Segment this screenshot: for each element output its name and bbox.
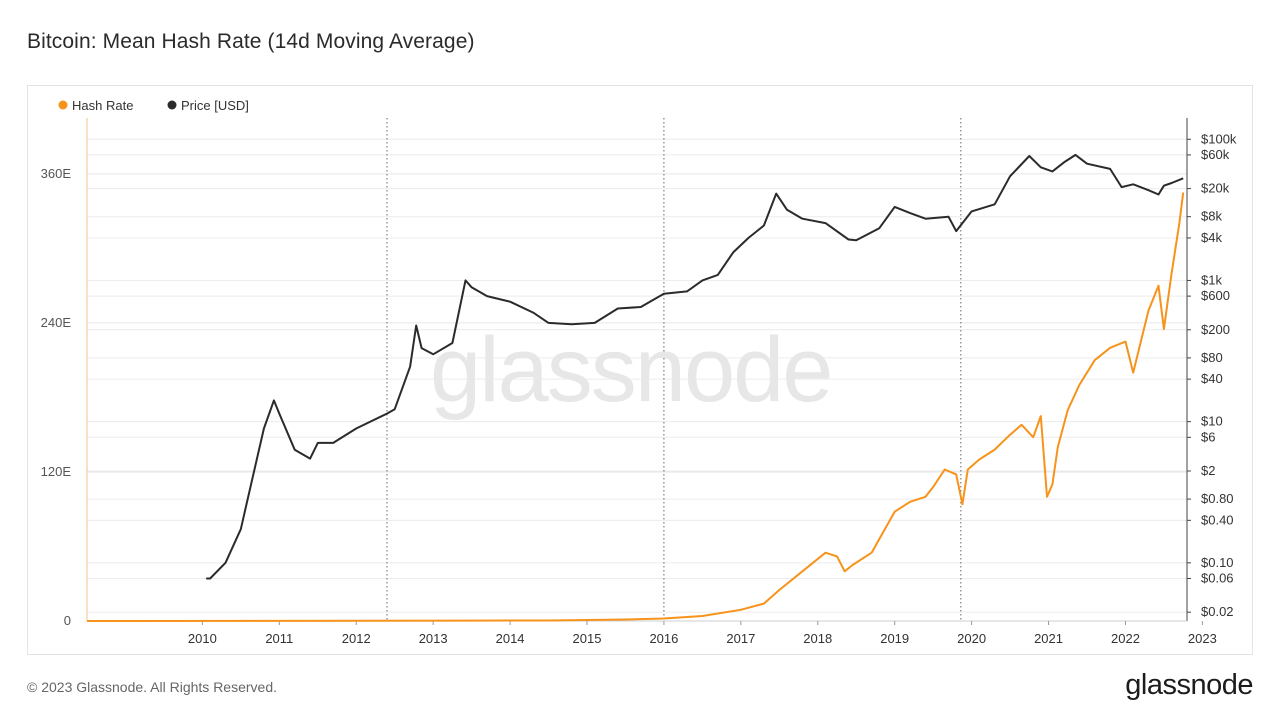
right-axis-label: $0.10 [1201, 555, 1234, 570]
right-axis-label: $0.80 [1201, 491, 1234, 506]
chart-title: Bitcoin: Mean Hash Rate (14d Moving Aver… [27, 30, 475, 53]
axes: $0.02 $0.06$0.10 $0.40 $0.80 $2 $6$10 $40 $80 $2… [41, 118, 1237, 646]
x-axis-label: 2015 [573, 631, 602, 646]
right-axis-label: $600 [1201, 288, 1230, 303]
x-axis-label: 2010 [188, 631, 217, 646]
x-axis-label: 2018 [803, 631, 832, 646]
left-axis-label: 0 [64, 613, 71, 628]
hash-rate-legend-dot [58, 100, 68, 110]
x-axis-label: 2013 [419, 631, 448, 646]
right-axis-label: $0.02 [1201, 604, 1234, 619]
right-axis-label: $20k [1201, 181, 1230, 196]
right-axis-label: $6 [1201, 429, 1215, 444]
legend-label: Hash Rate [72, 98, 133, 113]
legend-label: Price [USD] [181, 98, 249, 113]
right-axis-label: $60k [1201, 147, 1230, 162]
x-axis-label: 2017 [726, 631, 755, 646]
right-axis-label: $0.40 [1201, 512, 1234, 527]
copyright-text: © 2023 Glassnode. All Rights Reserved. [27, 679, 278, 695]
left-axis-label: 240E [41, 315, 72, 330]
chart-svg: $0.02 $0.06$0.10 $0.40 $0.80 $2 $6$10 $40 $80 $2… [41, 98, 1237, 646]
left-axis-label: 120E [41, 464, 72, 479]
chart-panel: $0.02 $0.06 $0.10 $0.40 $0.80 $2 $6 $10 $40 $80 $2… [27, 85, 1253, 655]
x-axis-label: 2019 [880, 631, 909, 646]
right-axis-label: $40 [1201, 371, 1223, 386]
right-axis-label: $1k [1201, 272, 1222, 287]
price-legend-dot [167, 100, 177, 110]
grid-lines [87, 138, 1187, 622]
legend[interactable]: Hash Rate Price [USD] [58, 98, 249, 113]
legend-item[interactable]: Price [USD] [167, 98, 249, 113]
x-axis-label: 2016 [649, 631, 678, 646]
series-lines [86, 153, 1185, 622]
price-line [206, 153, 1184, 580]
x-axis-label: 2021 [1034, 631, 1063, 646]
right-axis-label: $10 [1201, 414, 1223, 429]
x-axis-label: 2023 [1188, 631, 1217, 646]
right-axis-label: $0.06 [1201, 570, 1234, 585]
x-axis-label: 2014 [496, 631, 525, 646]
right-axis-label: $100k [1201, 131, 1237, 146]
right-axis-label: $8k [1201, 209, 1222, 224]
legend-item[interactable]: Hash Rate [58, 98, 134, 113]
x-axis-label: 2020 [957, 631, 986, 646]
right-axis-label: $4k [1201, 230, 1222, 245]
right-axis-label: $80 [1201, 350, 1223, 365]
left-axis-label: 360E [41, 166, 72, 181]
hash-rate-line [86, 192, 1185, 622]
right-axis-label: $2 [1201, 463, 1215, 478]
x-axis-label: 2022 [1111, 631, 1140, 646]
x-axis-label: 2012 [342, 631, 371, 646]
brand-logo[interactable]: glassnode [1125, 669, 1253, 701]
right-axis-label: $200 [1201, 322, 1230, 337]
x-axis-label: 2011 [265, 631, 293, 646]
